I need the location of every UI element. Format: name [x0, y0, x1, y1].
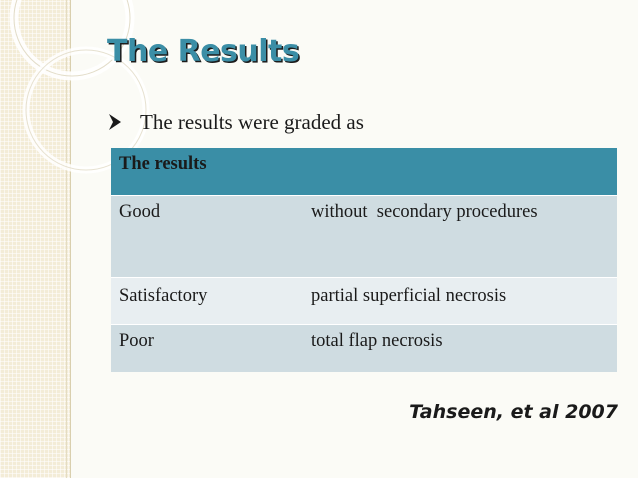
table-cell-description: without secondary procedures [303, 194, 617, 277]
table-cell-grade: Poor [111, 323, 303, 372]
table-header-row: The results [111, 148, 617, 195]
table-row: Good without secondary procedures [111, 194, 617, 277]
table-header-cell: The results [111, 148, 303, 195]
citation: Tahseen, et al 2007 [409, 401, 618, 423]
bullet-item: The results were graded as [108, 108, 364, 136]
results-table: The results Good without secondary proce… [111, 148, 617, 372]
table-header-cell [303, 148, 617, 195]
side-panel-divider [66, 0, 67, 478]
table-cell-description: partial superficial necrosis [303, 276, 617, 324]
circle-rings-decoration-icon [9, 0, 150, 174]
table-cell-grade: Satisfactory [111, 276, 303, 324]
table-cell-grade: Good [111, 194, 303, 277]
bullet-text: The results were graded as [140, 109, 364, 134]
arrow-bullet-icon [109, 114, 121, 130]
table-row: Poor total flap necrosis [111, 323, 617, 372]
table-cell-description: total flap necrosis [303, 323, 617, 372]
table-row: Satisfactory partial superficial necrosi… [111, 276, 617, 324]
slide-title: The Results [107, 34, 300, 69]
